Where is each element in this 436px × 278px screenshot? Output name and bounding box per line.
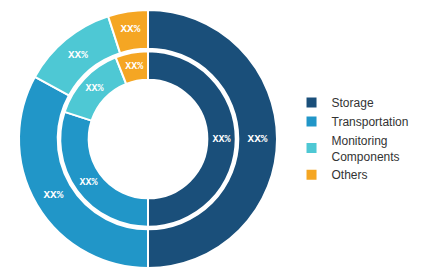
svg-text:XX%: XX%	[80, 177, 98, 188]
svg-text:Others: Others	[332, 168, 368, 182]
svg-text:XX%: XX%	[85, 83, 103, 94]
svg-text:XX%: XX%	[248, 133, 268, 145]
svg-text:XX%: XX%	[44, 189, 64, 201]
svg-text:XX%: XX%	[120, 23, 140, 35]
svg-text:XX%: XX%	[125, 61, 143, 72]
svg-text:XX%: XX%	[68, 49, 88, 61]
svg-text:Transportation: Transportation	[332, 115, 409, 129]
svg-text:MonitoringComponents: MonitoringComponents	[332, 134, 400, 164]
svg-text:XX%: XX%	[213, 134, 231, 145]
svg-text:Storage: Storage	[332, 96, 374, 110]
